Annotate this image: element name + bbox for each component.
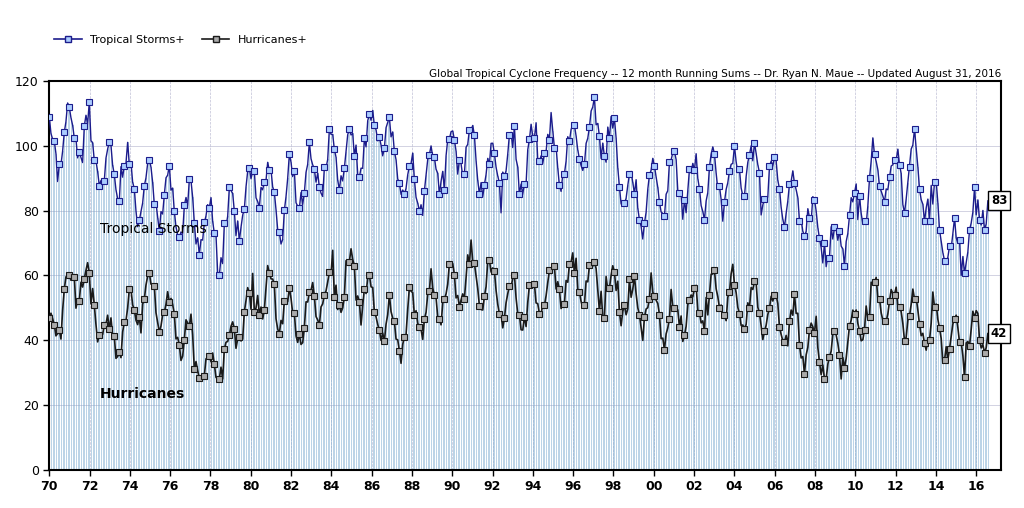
Legend: Tropical Storms+, Hurricanes+: Tropical Storms+, Hurricanes+ xyxy=(49,30,312,49)
Text: Global Tropical Cyclone Frequency -- 12 month Running Sums -- Dr. Ryan N. Maue -: Global Tropical Cyclone Frequency -- 12 … xyxy=(429,69,1001,79)
Text: 42: 42 xyxy=(991,327,1008,340)
Text: 83: 83 xyxy=(991,195,1008,207)
Text: Hurricanes: Hurricanes xyxy=(99,388,185,401)
Text: Tropical Storms: Tropical Storms xyxy=(99,223,206,236)
